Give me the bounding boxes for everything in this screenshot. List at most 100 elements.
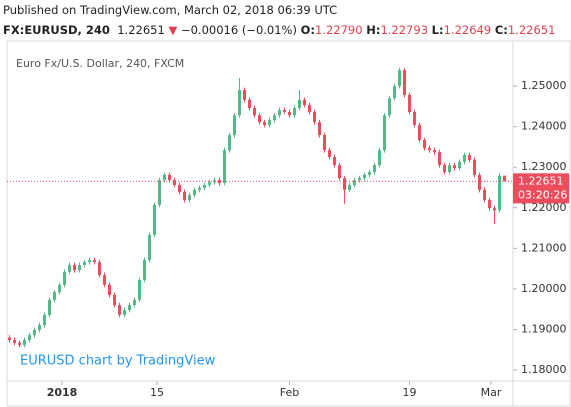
candle-body (223, 150, 226, 184)
candle-body (208, 182, 211, 186)
candle-body (68, 264, 71, 272)
candle-body (503, 175, 506, 182)
candle-body (383, 115, 386, 151)
y-tick-label: 1.23000 (521, 160, 567, 173)
candle-body (303, 99, 306, 106)
candle-body (243, 90, 246, 100)
x-tick-label: 19 (403, 386, 417, 399)
candle-body (258, 115, 261, 123)
chart-frame (6, 40, 571, 407)
quote-line: FX:EURUSD, 240 1.22651 ▼ −0.00016 (−0.01… (3, 23, 555, 37)
candle-body (358, 178, 361, 181)
candle-body (173, 180, 176, 186)
candle-body (338, 165, 341, 179)
candle-body (408, 94, 411, 113)
candle-body (98, 262, 101, 276)
candle-body (108, 284, 111, 295)
price-label: 1.22651 (518, 174, 564, 187)
h-label: H: (366, 23, 381, 37)
candle-body (118, 305, 121, 315)
candle-body (178, 185, 181, 192)
y-tick-label: 1.19000 (521, 322, 567, 335)
y-tick-label: 1.20000 (521, 282, 567, 295)
candle-body (8, 337, 11, 341)
candle-body (158, 180, 161, 205)
candle-body (268, 120, 271, 125)
candle-body (308, 105, 311, 113)
candle-body (53, 292, 56, 300)
o-value: 1.22790 (315, 23, 363, 37)
candle-body (63, 271, 66, 285)
candle-body (143, 260, 146, 280)
candle-body (28, 335, 31, 341)
candle-body (448, 165, 451, 173)
x-tick-label: 15 (150, 386, 164, 399)
candle-body (218, 180, 221, 184)
candle-body (188, 195, 191, 201)
candle-body (293, 107, 296, 116)
price-label-box (513, 173, 569, 204)
candle-body (428, 148, 431, 151)
candle-body (83, 262, 86, 265)
y-tick-label: 1.25000 (521, 79, 567, 92)
change: −0.00016 (−0.01%) (180, 23, 297, 37)
candle-body (148, 234, 151, 261)
published: Published on TradingView.com, March 02, … (3, 3, 338, 17)
candle-body (318, 122, 321, 136)
x-tick-label: 2018 (47, 386, 78, 399)
candle-body (413, 112, 416, 125)
l-value: 1.22649 (443, 23, 492, 37)
candle-body (498, 175, 501, 211)
candle-body (128, 305, 131, 310)
c-label: C: (494, 23, 508, 37)
candle-body (343, 178, 346, 190)
candle-body (43, 314, 46, 326)
x-tick-label: Feb (280, 386, 299, 399)
candle-body (233, 115, 236, 136)
symbol: FX:EURUSD, 240 (3, 23, 110, 37)
candle-body (138, 279, 141, 300)
candle-body (113, 294, 116, 306)
candle-body (238, 90, 241, 116)
candle-body (23, 340, 26, 345)
candle-body (288, 112, 291, 116)
candle-body (398, 70, 401, 87)
candle-body (378, 150, 381, 166)
candle-body (198, 187, 201, 190)
candle-body (443, 165, 446, 173)
candle-body (93, 260, 96, 263)
candle-body (168, 174, 171, 181)
candle-body (13, 340, 16, 343)
candle-body (88, 260, 91, 263)
candle-body (58, 284, 61, 293)
h-value: 1.22793 (380, 23, 429, 37)
candle-body (483, 189, 486, 201)
candle-body (353, 180, 356, 186)
candle-body (418, 124, 421, 140)
candle-body (493, 208, 496, 211)
watermark: EURUSD chart by TradingView (20, 354, 216, 369)
candle-body (478, 174, 481, 190)
candle-body (458, 161, 461, 168)
candle-body (33, 329, 36, 336)
candle-body (133, 299, 136, 306)
c-value: 1.22651 (507, 23, 556, 37)
countdown: 03:20:26 (518, 188, 567, 201)
o-label: O: (300, 23, 315, 37)
candle-body (333, 157, 336, 166)
y-tick-label: 1.24000 (521, 120, 567, 133)
candle-body (388, 98, 391, 116)
candle-body (433, 150, 436, 153)
candle-body (468, 155, 471, 160)
arrow: ▼ (168, 23, 178, 37)
candle-body (153, 204, 156, 235)
candle-body (348, 185, 351, 190)
candle-body (203, 185, 206, 188)
candle-body (283, 109, 286, 113)
candle-body (488, 200, 491, 209)
candle-body (103, 275, 106, 285)
candle-body (363, 174, 366, 179)
y-tick-label: 1.18000 (521, 363, 567, 376)
candle-body (368, 172, 371, 175)
